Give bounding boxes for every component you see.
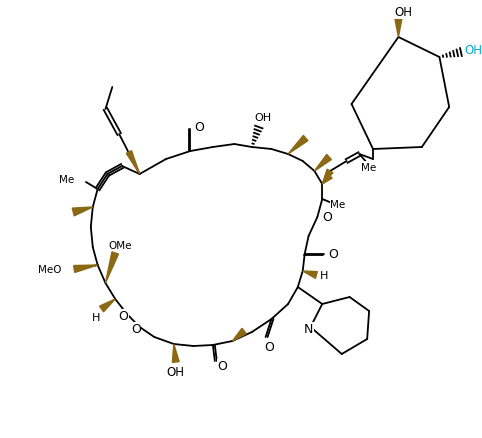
Polygon shape: [173, 344, 179, 363]
Text: H: H: [92, 312, 100, 322]
Polygon shape: [303, 272, 317, 279]
Text: N: N: [304, 323, 313, 336]
Polygon shape: [72, 208, 93, 216]
Polygon shape: [322, 174, 332, 184]
Text: OH: OH: [254, 113, 271, 123]
Text: Me: Me: [362, 162, 377, 173]
Text: OMe: OMe: [108, 240, 132, 251]
Polygon shape: [395, 20, 402, 38]
Polygon shape: [314, 155, 332, 172]
Text: OH: OH: [465, 43, 482, 57]
Polygon shape: [106, 252, 119, 283]
Polygon shape: [322, 170, 333, 184]
Text: O: O: [118, 310, 128, 323]
Polygon shape: [74, 265, 98, 273]
Text: O: O: [218, 360, 228, 373]
Polygon shape: [100, 299, 115, 312]
Text: MeO: MeO: [38, 265, 62, 274]
Text: O: O: [328, 248, 338, 261]
Polygon shape: [288, 136, 308, 155]
Polygon shape: [126, 151, 140, 175]
Text: OH: OH: [394, 7, 412, 19]
Text: O: O: [194, 121, 204, 134]
Text: Me: Me: [330, 200, 346, 209]
Text: O: O: [131, 323, 141, 336]
Text: H: H: [320, 270, 328, 280]
Text: O: O: [265, 341, 274, 354]
Text: Me: Me: [59, 175, 74, 184]
Text: OH: OH: [167, 366, 185, 378]
Polygon shape: [232, 328, 246, 341]
Text: O: O: [322, 211, 332, 224]
